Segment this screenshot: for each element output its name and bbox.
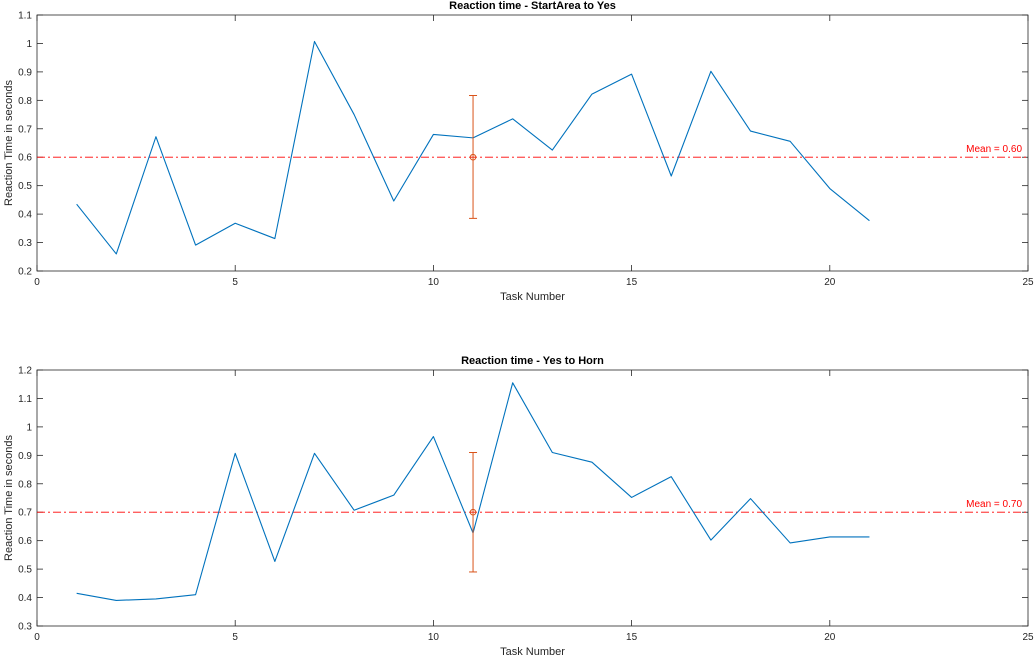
y-tick-label: 0.5 — [18, 565, 32, 576]
x-tick-label: 5 — [232, 277, 238, 288]
chart-2: 0 5 10 15 20 25 0.3 0.4 0.5 0.6 0.7 0.8 0.9 1 1.1 1.2 Re… — [3, 355, 1034, 658]
x-tick-label: 5 — [232, 632, 238, 643]
x-tick-label: 10 — [428, 277, 440, 288]
errorbar-mean-marker — [469, 153, 477, 161]
chart-title: Reaction time - Yes to Horn — [461, 355, 604, 367]
errorbar-mean-marker — [469, 508, 477, 516]
y-tick-label: 0.8 — [18, 96, 32, 107]
y-tick-label: 0.4 — [18, 210, 32, 221]
mean-label: Mean = 0.70 — [966, 499, 1022, 510]
y-tick-label: 1.1 — [18, 394, 32, 405]
chart-title: Reaction time - StartArea to Yes — [449, 0, 616, 12]
y-tick-label: 0.9 — [18, 451, 32, 462]
y-tick-label: 0.2 — [18, 267, 32, 278]
y-tick-label: 0.5 — [18, 181, 32, 192]
x-tick-label: 20 — [824, 277, 836, 288]
y-tick-label: 0.3 — [18, 622, 32, 633]
chart-1: 0 5 10 15 20 25 0.2 0.3 0.4 0.5 0.6 0.7 0.8 0.9 1 1.1 Re… — [3, 0, 1034, 303]
y-axis-label: Reaction Time in seconds — [3, 80, 15, 206]
y-tick-label: 1.2 — [18, 366, 32, 377]
y-tick-label: 0.7 — [18, 124, 32, 135]
y-tick-label: 0.4 — [18, 593, 32, 604]
x-tick-label: 0 — [34, 632, 40, 643]
y-tick-label: 0.3 — [18, 238, 32, 249]
x-axis-label: Task Number — [500, 646, 565, 658]
x-tick-label: 25 — [1022, 632, 1034, 643]
x-tick-label: 10 — [428, 632, 440, 643]
plot-area-box — [36, 369, 1029, 627]
y-tick-label: 0.8 — [18, 479, 32, 490]
x-tick-label: 0 — [34, 277, 40, 288]
y-tick-label: 1 — [26, 422, 32, 433]
mean-label: Mean = 0.60 — [966, 144, 1022, 155]
y-axis-label: Reaction Time in seconds — [3, 435, 15, 561]
x-tick-label: 20 — [824, 632, 836, 643]
y-tick-label: 1.1 — [18, 11, 32, 22]
y-tick-label: 0.9 — [18, 67, 32, 78]
x-tick-label: 15 — [626, 277, 638, 288]
y-tick-label: 1 — [26, 39, 32, 50]
x-tick-label: 25 — [1022, 277, 1034, 288]
x-axis-label: Task Number — [500, 291, 565, 303]
y-tick-label: 0.6 — [18, 153, 32, 164]
y-tick-label: 0.6 — [18, 536, 32, 547]
y-tick-label: 0.7 — [18, 508, 32, 519]
plot-area-box — [36, 14, 1029, 272]
x-tick-label: 15 — [626, 632, 638, 643]
